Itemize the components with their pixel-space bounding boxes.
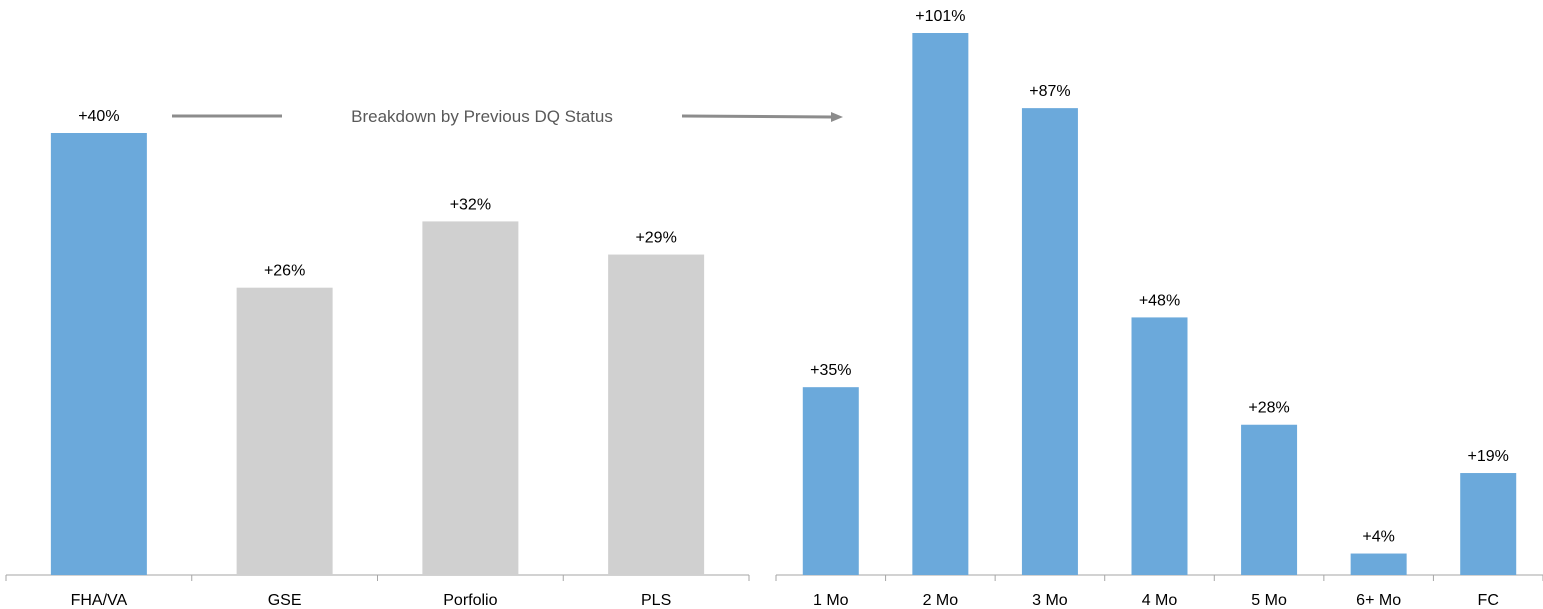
left-chart-panel: +40% FHA/VA +26% GSE +32% Porfolio +29% PLS: [5, 108, 750, 609]
right-bar: [1460, 473, 1517, 575]
left-x-tick-label: PLS: [641, 592, 671, 609]
right-bar-value-label: +48%: [1139, 292, 1180, 309]
left-x-tick-label: GSE: [268, 592, 302, 609]
right-x-tick-label: FC: [1478, 592, 1499, 609]
right-bar: [802, 387, 859, 575]
right-bar-value-label: +28%: [1248, 400, 1289, 417]
right-x-tick-label: 3 Mo: [1032, 592, 1068, 609]
left-bar-value-label: +26%: [264, 263, 305, 280]
annotation-line-right: [681, 114, 833, 119]
right-bar: [1241, 424, 1298, 575]
left-bar: [608, 254, 705, 576]
left-x-tick-label: FHA/VA: [71, 592, 128, 609]
right-bar-value-label: +19%: [1468, 448, 1509, 465]
right-bar: [1350, 553, 1407, 575]
left-bar-value-label: +40%: [78, 108, 119, 125]
left-bar: [236, 287, 333, 575]
right-x-tick-label: 1 Mo: [813, 592, 849, 609]
right-bar-value-label: +87%: [1029, 83, 1070, 100]
left-bar-value-label: +29%: [635, 230, 676, 247]
right-x-tick-label: 6+ Mo: [1356, 592, 1401, 609]
left-x-tick-label: Porfolio: [443, 592, 497, 609]
left-bar-value-label: +32%: [450, 196, 491, 213]
annotation-text: Breakdown by Previous DQ Status: [351, 107, 613, 126]
right-x-tick-label: 2 Mo: [923, 592, 959, 609]
right-bar-value-label: +35%: [810, 362, 851, 379]
left-bar: [422, 221, 519, 575]
right-bar: [912, 33, 969, 575]
right-chart-panel: +35% 1 Mo +101% 2 Mo +87% 3 Mo +48% 4 Mo +28% 5 M…: [775, 8, 1543, 609]
right-bar: [1131, 317, 1188, 575]
right-bar-value-label: +101%: [915, 8, 965, 25]
annotation-arrowhead: [831, 112, 843, 122]
right-x-tick-label: 4 Mo: [1142, 592, 1178, 609]
right-bar: [1021, 108, 1078, 575]
right-x-tick-label: 5 Mo: [1251, 592, 1287, 609]
right-bar-value-label: +4%: [1362, 529, 1394, 546]
annotation-arrow: Breakdown by Previous DQ Status: [172, 107, 843, 126]
left-bar: [50, 133, 147, 575]
